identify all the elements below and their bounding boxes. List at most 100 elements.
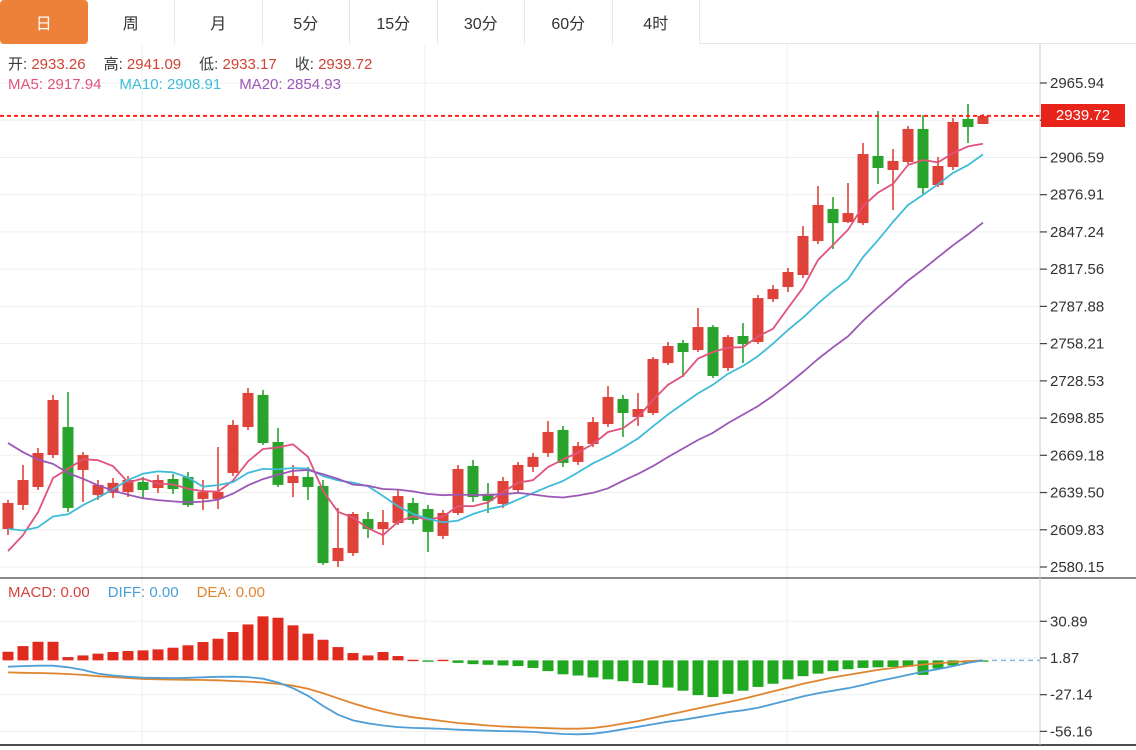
macd-bar	[377, 652, 389, 661]
macd-bar	[722, 660, 734, 694]
price-axis-label: 2876.91	[1050, 187, 1104, 204]
candle	[17, 464, 29, 510]
tab-timeframe-4[interactable]: 15分	[350, 0, 438, 44]
price-axis-label: 2609.83	[1050, 522, 1104, 539]
macd-bar	[872, 660, 884, 668]
macd-bar	[677, 660, 689, 691]
tab-timeframe-0[interactable]: 日	[0, 0, 88, 44]
candle	[692, 307, 704, 353]
macd-bar	[17, 646, 29, 661]
macd-bar	[692, 660, 704, 696]
price-axis-label: 2817.56	[1050, 261, 1104, 278]
candle	[812, 186, 824, 245]
candle	[602, 386, 614, 427]
candle	[197, 479, 209, 510]
candle	[857, 143, 869, 226]
candle	[272, 427, 284, 488]
candle	[77, 452, 89, 502]
dea-line	[7, 659, 984, 730]
price-axis-label: 2906.59	[1050, 149, 1104, 166]
macd-bar	[767, 660, 779, 684]
tab-timeframe-6[interactable]: 60分	[525, 0, 613, 44]
candle	[212, 447, 224, 509]
tab-timeframe-7[interactable]: 4时	[612, 0, 700, 44]
ma5-line	[7, 142, 984, 552]
macd-axis-labels: 30.89 1.87 -27.14 -56.16	[1040, 613, 1093, 740]
candle	[137, 476, 149, 498]
candle	[392, 490, 404, 526]
macd-bar	[392, 656, 404, 661]
candle	[92, 479, 104, 500]
candle	[482, 483, 494, 513]
macd-bar	[557, 660, 569, 675]
candle	[617, 394, 629, 437]
macd-bar	[107, 652, 119, 661]
macd-bar	[662, 660, 674, 688]
candle	[317, 479, 329, 565]
macd-bar	[617, 660, 629, 682]
kline-chart-canvas[interactable]: 2965.94 2906.59 2876.91 2847.24 2817.56 2787.…	[0, 44, 1136, 750]
candle	[827, 197, 839, 250]
candle	[842, 183, 854, 224]
ma10-line	[7, 153, 984, 532]
price-axis-label: 2758.21	[1050, 336, 1104, 353]
macd-bar	[707, 660, 719, 698]
macd-bar	[497, 660, 509, 666]
macd-bar	[482, 660, 494, 665]
macd-bar	[632, 660, 644, 684]
macd-bar	[452, 660, 464, 663]
macd-bar	[332, 647, 344, 661]
macd-bar	[467, 660, 479, 665]
candle	[242, 387, 254, 430]
macd-bar	[347, 653, 359, 661]
candle	[32, 448, 44, 490]
macd-bar	[302, 633, 314, 661]
candle	[632, 392, 644, 426]
macd-bar	[752, 660, 764, 687]
candle	[107, 477, 119, 498]
macd-bar	[77, 655, 89, 661]
macd-bar	[812, 660, 824, 674]
macd-bar	[287, 625, 299, 661]
candle	[962, 104, 974, 144]
candle	[47, 394, 59, 459]
price-axis-label: 2728.53	[1050, 373, 1104, 390]
candle	[542, 421, 554, 457]
candle	[257, 390, 269, 445]
macd-bar	[197, 642, 209, 661]
macd-bar	[512, 660, 524, 667]
candle	[887, 149, 899, 211]
frame-layer	[0, 44, 1136, 746]
candle	[62, 391, 74, 512]
macd-bar	[827, 660, 839, 672]
macd-bar	[842, 660, 854, 670]
candle	[662, 341, 674, 366]
chart-area[interactable]: 2965.94 2906.59 2876.91 2847.24 2817.56 2787.…	[0, 44, 1136, 750]
macd-bar	[797, 660, 809, 677]
tab-timeframe-2[interactable]: 月	[175, 0, 263, 44]
timeframe-tabbar: 日周月 5分 15分 30分 60分 4时	[0, 0, 1136, 44]
macd-axis-label: -56.16	[1050, 723, 1093, 740]
candle	[302, 466, 314, 500]
candle	[737, 323, 749, 364]
tab-timeframe-3[interactable]: 5分	[262, 0, 350, 44]
candle	[407, 497, 419, 525]
macd-bar	[857, 660, 869, 668]
candle	[722, 334, 734, 371]
tab-timeframe-1[interactable]: 周	[87, 0, 175, 44]
candle	[902, 125, 914, 164]
tab-timeframe-5[interactable]: 30分	[437, 0, 525, 44]
macd-bar	[227, 632, 239, 661]
macd-axis-label: -27.14	[1050, 687, 1093, 704]
macd-bar	[782, 660, 794, 680]
macd-bar	[32, 641, 44, 661]
candle	[332, 507, 344, 567]
price-axis-label: 2669.18	[1050, 447, 1104, 464]
macd-bar	[2, 651, 14, 661]
candles-layer	[2, 104, 989, 567]
macd-axis-label: 30.89	[1050, 613, 1088, 630]
macd-bar	[587, 660, 599, 678]
macd-bar	[437, 659, 449, 662]
candle	[872, 111, 884, 185]
